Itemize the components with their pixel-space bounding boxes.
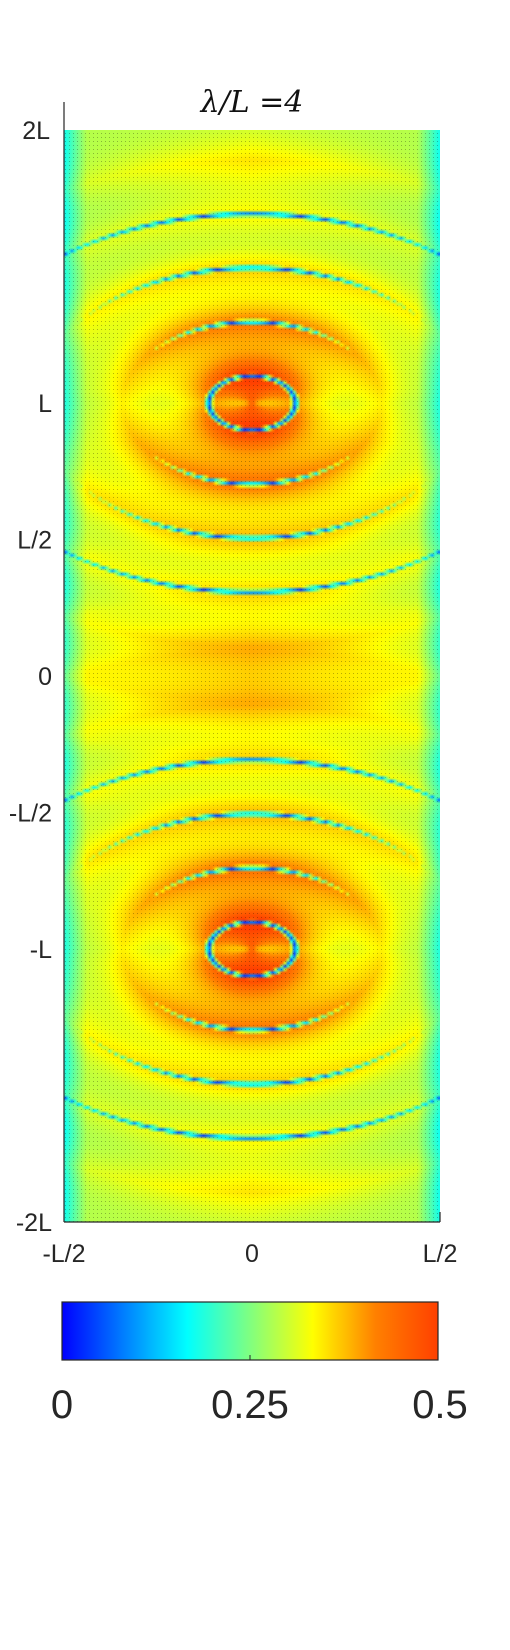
y-tick-label: 2L [22,117,50,145]
colorbar-tick-label: 0 [51,1383,73,1427]
field-texture [64,130,440,1222]
chart-title: λ/L =4 [200,85,304,120]
plot-area [63,102,441,1223]
y-tick-label: -2L [16,1209,52,1237]
y-tick-label: L [38,390,52,418]
colorbar-tick-label: 0.5 [412,1383,468,1427]
colorbar-ticks: 0 0.25 0.5 [51,1355,468,1427]
colorbar-tick-label: 0.25 [211,1383,289,1427]
field-dots [64,130,440,1222]
y-axis-ticks: 2L L L/2 0 -L/2 -L -2L [9,117,52,1237]
y-tick-label: 0 [38,663,52,691]
y-tick-label: L/2 [17,527,52,555]
colorbar: 0 0.25 0.5 [51,1301,468,1427]
y-tick-label: -L [30,936,52,964]
x-tick-label: 0 [245,1240,259,1268]
x-tick-label: -L/2 [42,1240,85,1268]
colorbar-gradient [61,1301,439,1361]
x-tick-label: L/2 [423,1240,458,1268]
x-axis-ticks: -L/2 0 L/2 [42,1240,457,1268]
y-tick-label: -L/2 [9,800,52,828]
